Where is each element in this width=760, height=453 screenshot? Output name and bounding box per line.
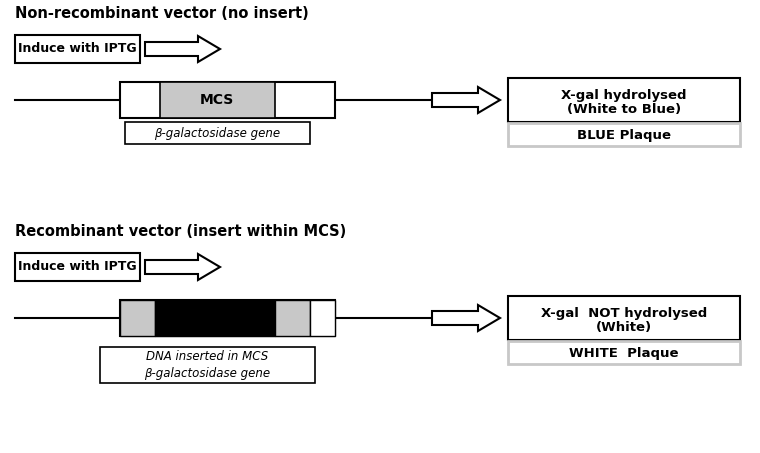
Bar xyxy=(508,341,740,364)
Bar xyxy=(120,300,335,336)
Bar xyxy=(275,300,310,336)
Bar xyxy=(120,300,155,336)
Text: Recombinant vector (insert within MCS): Recombinant vector (insert within MCS) xyxy=(15,224,347,239)
Text: Non-recombinant vector (no insert): Non-recombinant vector (no insert) xyxy=(15,6,309,21)
Bar xyxy=(15,253,140,281)
Bar xyxy=(125,122,310,144)
Bar xyxy=(120,82,335,118)
Text: Induce with IPTG: Induce with IPTG xyxy=(17,260,136,274)
Text: BLUE Plaque: BLUE Plaque xyxy=(577,129,671,141)
Text: (White): (White) xyxy=(596,322,652,334)
Text: β-galactosidase gene: β-galactosidase gene xyxy=(154,126,280,140)
Bar xyxy=(508,123,740,146)
Bar xyxy=(310,300,335,336)
Bar xyxy=(160,82,275,118)
Bar xyxy=(155,300,275,336)
Bar xyxy=(508,78,740,122)
Text: Induce with IPTG: Induce with IPTG xyxy=(17,43,136,56)
Bar xyxy=(508,296,740,340)
Text: DNA inserted in MCS
β-galactosidase gene: DNA inserted in MCS β-galactosidase gene xyxy=(144,350,270,381)
Text: MCS: MCS xyxy=(200,93,234,107)
Polygon shape xyxy=(145,36,220,62)
Text: X-gal hydrolysed: X-gal hydrolysed xyxy=(561,88,687,101)
Text: WHITE  Plaque: WHITE Plaque xyxy=(569,347,679,360)
Text: (White to Blue): (White to Blue) xyxy=(567,103,681,116)
Polygon shape xyxy=(145,254,220,280)
Bar xyxy=(15,35,140,63)
Text: X-gal  NOT hydrolysed: X-gal NOT hydrolysed xyxy=(541,307,707,319)
Bar xyxy=(100,347,315,383)
Polygon shape xyxy=(432,305,500,331)
Polygon shape xyxy=(432,87,500,113)
